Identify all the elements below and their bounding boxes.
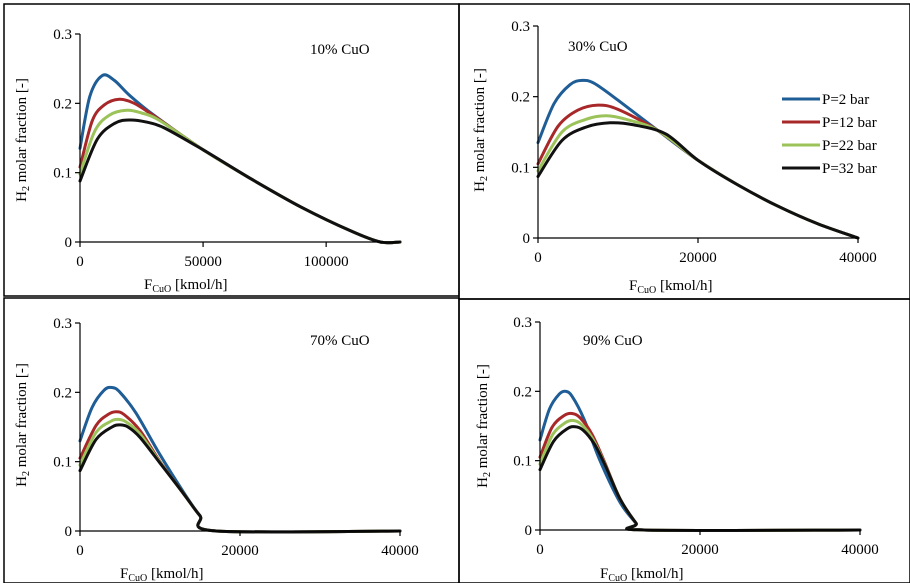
series-line-1 <box>538 389 862 532</box>
y-tick-label: 0 <box>65 235 73 251</box>
y-axis-label: H2 molar fraction [-] <box>14 78 32 202</box>
x-tick-label: 20000 <box>679 250 717 266</box>
y-tick-label: 0.2 <box>511 90 530 106</box>
y-axis-label: H2 molar fraction [-] <box>472 68 490 192</box>
x-tick-label: 100000 <box>304 254 349 270</box>
x-tick-label: 0 <box>536 542 544 558</box>
panel-annotation: 30% CuO <box>568 39 628 55</box>
y-tick-label: 0.1 <box>53 455 72 471</box>
x-axis-label: FCuO [kmol/h] <box>144 277 228 295</box>
y-tick-label: 0 <box>525 523 533 539</box>
chart-panel-3: 0 0.1 0.2 0.3 0 20000 40000 70% CuO FCuO [kmol/h… <box>3 297 460 583</box>
y-tick-label: 0.1 <box>513 454 532 470</box>
series-line-4 <box>536 121 860 240</box>
y-tick-label: 0.3 <box>511 19 530 35</box>
x-axis-label: FCuO [kmol/h] <box>629 278 713 296</box>
y-tick-label: 0 <box>65 524 73 540</box>
y-tick-label: 0.2 <box>513 384 532 400</box>
y-tick-label: 0.1 <box>511 160 530 176</box>
x-tick-label: 20000 <box>221 543 259 559</box>
series-line-3 <box>78 417 402 534</box>
series-line-3 <box>78 108 402 245</box>
series-line-4 <box>538 425 862 532</box>
legend-entry: P=32 bar <box>822 161 877 177</box>
y-axis-label: H2 molar fraction [-] <box>475 364 493 488</box>
x-axis-label: FCuO [kmol/h] <box>120 566 204 583</box>
y-axis-label: H2 molar fraction [-] <box>14 363 32 487</box>
x-tick-label: 20000 <box>681 542 719 558</box>
x-tick-label: 40000 <box>841 542 879 558</box>
legend: P=2 bar P=12 bar P=22 bar P=32 bar <box>782 92 877 177</box>
y-tick-label: 0.3 <box>53 27 72 43</box>
series-line-1 <box>78 385 402 534</box>
chart-panel-1: 0 0.1 0.2 0.3 0 50000 100000 10% CuO FCuO [kmol/… <box>3 3 460 297</box>
x-tick-label: 40000 <box>381 543 419 559</box>
x-axis-label: FCuO [kmol/h] <box>600 566 684 583</box>
chart-panel-2: 0 0.1 0.2 0.3 0 20000 40000 30% CuO FCuO [kmol/h… <box>458 3 910 300</box>
panel-frame <box>458 298 910 583</box>
y-tick-label: 0.2 <box>53 385 72 401</box>
panel-annotation: 90% CuO <box>583 333 643 349</box>
panel-annotation: 70% CuO <box>310 333 370 349</box>
legend-entry: P=12 bar <box>822 115 877 131</box>
x-tick-label: 0 <box>76 543 84 559</box>
x-tick-label: 0 <box>534 250 542 266</box>
panel-frame <box>3 297 460 583</box>
series-line-2 <box>78 410 402 534</box>
y-tick-label: 0 <box>523 231 531 247</box>
y-tick-label: 0.1 <box>53 166 72 182</box>
y-tick-label: 0.3 <box>513 315 532 331</box>
series-line-4 <box>78 118 402 245</box>
panel-frame <box>3 3 460 297</box>
legend-entry: P=2 bar <box>822 92 869 108</box>
chart-panel-4: 0 0.1 0.2 0.3 0 20000 40000 90% CuO FCuO [kmol/h… <box>458 298 910 583</box>
y-tick-label: 0.3 <box>53 316 72 332</box>
x-tick-label: 50000 <box>184 254 222 270</box>
x-tick-label: 0 <box>76 254 84 270</box>
series-line-2 <box>536 103 860 240</box>
panel-annotation: 10% CuO <box>310 42 370 58</box>
legend-entry: P=22 bar <box>822 138 877 154</box>
y-tick-label: 0.2 <box>53 96 72 112</box>
series-line-4 <box>78 423 402 534</box>
x-tick-label: 40000 <box>839 250 877 266</box>
